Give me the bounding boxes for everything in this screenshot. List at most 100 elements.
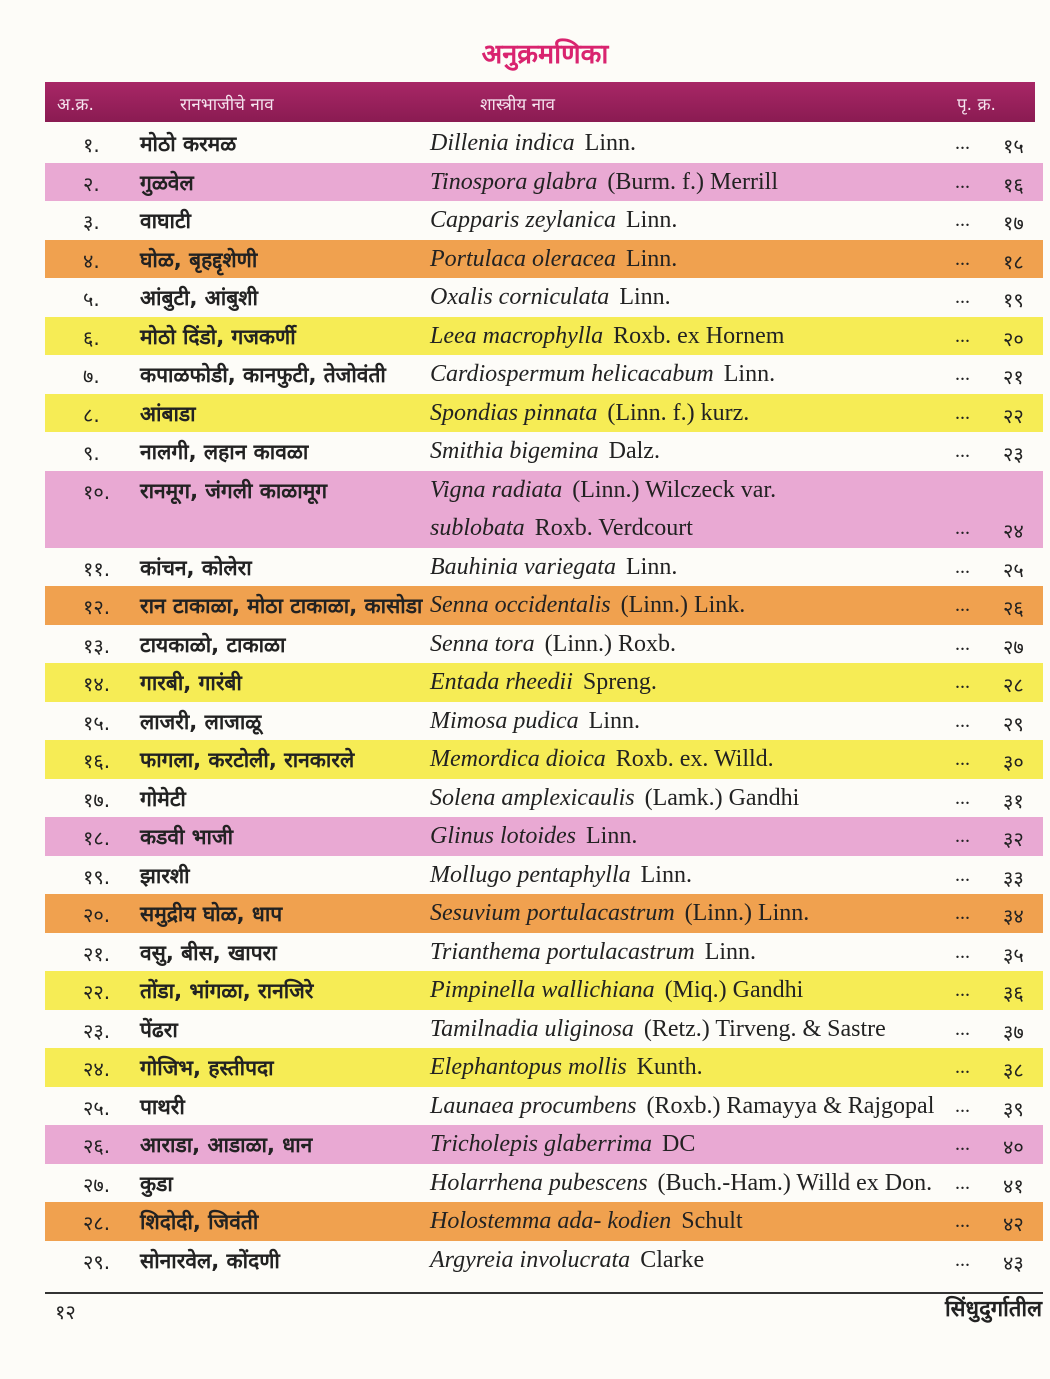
page-ref: ३८ xyxy=(1003,1058,1024,1082)
page-ref: ३५ xyxy=(1003,942,1024,967)
page-ref: १९ xyxy=(1003,288,1024,312)
scientific-name: Smithia bigemina Dalz. xyxy=(430,438,660,465)
scientific-name: Portulaca oleracea Linn. xyxy=(430,246,677,273)
genus-species: Smithia bigemina xyxy=(430,438,599,464)
leader-dots: ... xyxy=(955,247,970,270)
local-name: फागला, करटोली, रानकारले xyxy=(140,748,355,772)
table-header: अ.क्र. रानभाजीचे नाव शास्त्रीय नाव पृ. क… xyxy=(45,82,1035,122)
genus-species: Entada rheedii xyxy=(430,669,573,695)
scientific-name: Sesuvium portulacastrum (Linn.) Linn. xyxy=(430,900,809,927)
local-name: कडवी भाजी xyxy=(140,825,234,849)
table-row: १०. रानमूग, जंगली काळामूग Vigna radiata (Li… xyxy=(45,470,1043,548)
table-row: १५. लाजरी, लाजाळू Mimosa pudica Linn.... २९ xyxy=(45,702,1043,741)
header-page: पृ. क्र. xyxy=(957,95,996,115)
scientific-name: Tricholepis glaberrima DC xyxy=(430,1131,695,1158)
genus-species: Pimpinella wallichiana xyxy=(430,977,655,1003)
table-row: १७. गोमेटी Solena amplexicaulis (Lamk.) Gan… xyxy=(45,779,1043,818)
scientific-name: Leea macrophylla Roxb. ex Hornem xyxy=(430,323,784,350)
serial-number: ९. xyxy=(83,441,100,465)
serial-number: १७. xyxy=(83,787,111,812)
serial-number: १९. xyxy=(83,864,111,889)
local-name: मोठो दिंडो, गजकर्णी xyxy=(140,324,296,349)
genus-species: Argyreia involucrata xyxy=(430,1246,631,1273)
page-ref: २० xyxy=(1003,326,1024,351)
scientific-name: Dillenia indica Linn. xyxy=(430,130,636,157)
page-ref: २७ xyxy=(1003,634,1024,659)
page-ref: २१ xyxy=(1003,365,1024,389)
genus-species: Capparis zeylanica xyxy=(430,207,616,233)
leader-dots: ... xyxy=(955,709,970,732)
author: (Buch.-Ham.) Willd ex Don. xyxy=(657,1169,933,1196)
author: (Linn.) Linn. xyxy=(684,900,810,926)
leader-dots: ... xyxy=(955,671,970,693)
infraspecific: sublobata xyxy=(430,514,525,541)
local-name: शिदोदी, जिवंती xyxy=(140,1210,259,1234)
scientific-name-continued: sublobata Roxb. Verdcourt xyxy=(430,515,693,542)
leader-dots: ... xyxy=(955,825,970,847)
leader-dots: ... xyxy=(955,940,970,963)
serial-number: २१. xyxy=(83,941,111,966)
leader-dots: ... xyxy=(955,863,970,886)
leader-dots: ... xyxy=(955,324,970,347)
scientific-name: Spondias pinnata (Linn. f.) kurz. xyxy=(430,400,749,427)
scientific-name: Capparis zeylanica Linn. xyxy=(430,207,677,234)
genus-species: Spondias pinnata xyxy=(430,399,598,426)
table-row: १८. कडवी भाजी Glinus lotoides Linn.... ३२ xyxy=(45,817,1043,856)
genus-species: Elephantopus mollis xyxy=(430,1054,627,1080)
table-row: १६. फागला, करटोली, रानकारले Memordica dioi… xyxy=(45,740,1043,779)
table-row: ७. कपाळफोडी, कानफुटी, तेजोवंती Cardiosperm… xyxy=(45,355,1043,394)
leader-dots: ... xyxy=(955,786,970,809)
leader-dots: ... xyxy=(955,594,970,616)
leader-dots: ... xyxy=(955,170,970,193)
scientific-name: Pimpinella wallichiana (Miq.) Gandhi xyxy=(430,977,803,1004)
page-ref: ४१ xyxy=(1003,1173,1024,1198)
leader-dots: ... xyxy=(955,555,970,578)
table-row: २९. सोनारवेल, कोंदणी Argyreia involucrata C… xyxy=(45,1241,1043,1280)
author: (Linn.) Wilczeck var. xyxy=(572,476,777,503)
table-row: १२. रान टाकाळा, मोठा टाकाळा, कासोडा Senna … xyxy=(45,586,1043,625)
serial-number: २९. xyxy=(83,1249,111,1274)
serial-number: १४. xyxy=(83,672,111,696)
page-ref: २८ xyxy=(1003,673,1024,697)
local-name: कुडा xyxy=(140,1171,173,1196)
serial-number: १. xyxy=(83,133,100,157)
table-row: २७. कुडा Holarrhena pubescens (Buch.-Ham.) … xyxy=(45,1164,1043,1203)
leader-dots: ... xyxy=(955,286,970,308)
header-serial: अ.क्र. xyxy=(57,95,94,115)
scientific-name: Tinospora glabra (Burm. f.) Merrill xyxy=(430,169,778,196)
serial-number: १८. xyxy=(83,826,111,850)
author: Linn. xyxy=(723,361,776,387)
local-name: लाजरी, लाजाळू xyxy=(140,709,262,734)
local-name: रानमूग, जंगली काळामूग xyxy=(140,478,328,503)
serial-number: ८. xyxy=(83,402,100,427)
header-scientific-name: शास्त्रीय नाव xyxy=(480,95,555,115)
leader-dots: ... xyxy=(955,1017,970,1040)
author: DC xyxy=(662,1131,696,1157)
table-row: १३. टायकाळो, टाकाळा Senna tora (Linn.) Roxb… xyxy=(45,625,1043,664)
author: (Linn. f.) kurz. xyxy=(607,399,750,426)
local-name: समुद्रीय घोळ, धाप xyxy=(140,902,283,926)
genus-species: Memordica dioica xyxy=(430,746,606,772)
serial-number: २२. xyxy=(83,980,111,1004)
serial-number: २०. xyxy=(83,903,111,927)
page-ref: १६ xyxy=(1003,172,1024,197)
serial-number: ३. xyxy=(83,210,100,234)
table-row: ६. मोठो दिंडो, गजकर्णी Leea macrophylla Rox… xyxy=(45,316,1043,355)
table-row: १. मोठो करमळ Dillenia indica Linn.... १५ xyxy=(45,124,1043,163)
author: Linn. xyxy=(619,284,671,310)
author: Roxb. ex. Willd. xyxy=(615,746,774,772)
scientific-name: Mimosa pudica Linn. xyxy=(430,708,640,735)
local-name: रान टाकाळा, मोठा टाकाळा, कासोडा xyxy=(140,594,423,618)
genus-species: Trianthema portulacastrum xyxy=(430,938,695,965)
leader-dots: ... xyxy=(955,209,970,231)
page-ref: ३६ xyxy=(1003,981,1024,1005)
page-ref: ४२ xyxy=(1003,1212,1024,1236)
table-row: २. गुळवेल Tinospora glabra (Burm. f.) Merri… xyxy=(45,162,1043,201)
local-name: पेंढरा xyxy=(140,1017,178,1042)
page-ref: २२ xyxy=(1003,403,1024,428)
table-row: ५. आंबुटी, आंबुशी Oxalis corniculata Linn..… xyxy=(45,278,1043,317)
genus-species: Tinospora glabra xyxy=(430,168,598,195)
genus-species: Vigna radiata xyxy=(430,476,563,503)
table-row: २५. पाथरी Launaea procumbens (Roxb.) Ramayy… xyxy=(45,1087,1043,1126)
author: Linn. xyxy=(625,553,678,580)
